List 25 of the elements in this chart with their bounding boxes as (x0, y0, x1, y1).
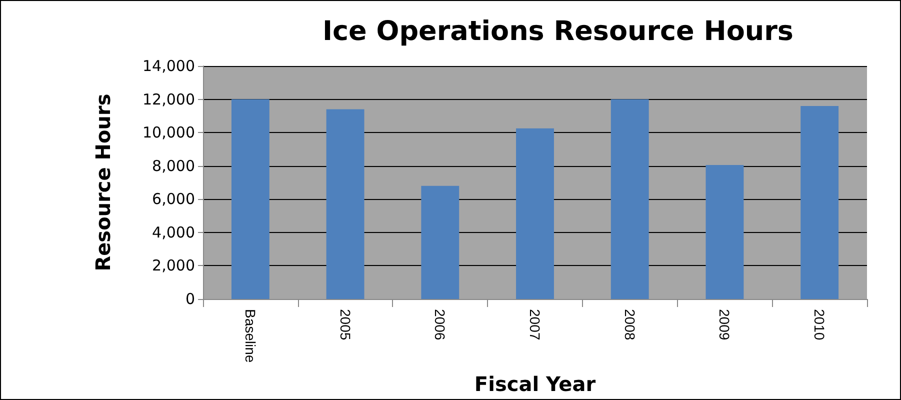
y-tick-label: 4,000 (152, 223, 195, 242)
bar (326, 109, 364, 299)
y-tick-label: 10,000 (142, 124, 195, 142)
x-axis-title: Fiscal Year (474, 372, 596, 396)
bar (516, 128, 554, 299)
bar (421, 186, 460, 299)
y-tick-label: 0 (185, 290, 195, 308)
x-tick-label: 2005 (337, 309, 354, 340)
y-tick-label: 8,000 (152, 156, 195, 175)
x-tick-label: 2006 (432, 309, 448, 340)
x-tick-label: 2009 (716, 309, 733, 340)
y-axis-title: Resource Hours (91, 94, 115, 272)
bar (706, 165, 744, 299)
y-tick-label: 2,000 (152, 256, 195, 275)
bar (800, 106, 839, 299)
y-tick-label: 6,000 (152, 190, 195, 208)
bar (610, 99, 649, 299)
x-tick-label: Baseline (242, 309, 258, 363)
bar (231, 99, 270, 299)
x-tick-label: 2007 (527, 309, 543, 340)
x-tick-label: 2010 (812, 309, 828, 340)
x-tick-label: 2008 (622, 309, 638, 340)
y-tick-label: 14,000 (142, 57, 195, 75)
y-tick-label: 12,000 (142, 90, 195, 108)
chart-title: Ice Operations Resource Hours (322, 16, 794, 47)
